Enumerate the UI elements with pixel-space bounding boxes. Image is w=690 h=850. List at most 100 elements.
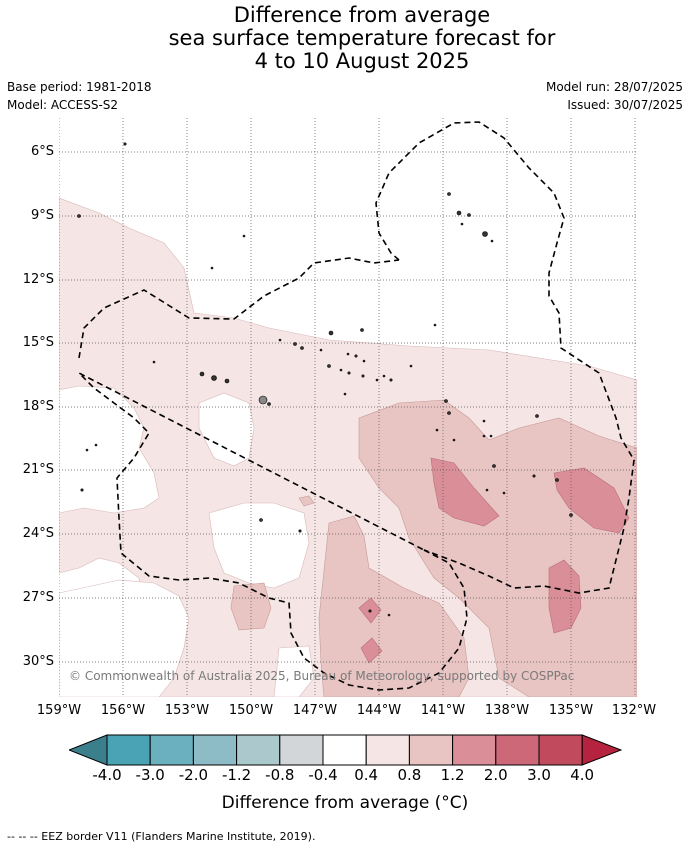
island [435, 428, 439, 432]
latitude-label: 27°S [22, 590, 54, 605]
latitude-label: 24°S [22, 526, 54, 541]
colorbar-tick-label: 3.0 [527, 766, 551, 784]
gridlines [59, 118, 637, 697]
longitude-label: 147°W [292, 703, 338, 718]
hole-west [59, 385, 160, 514]
longitude-label: 132°W [611, 703, 657, 718]
island [354, 354, 358, 358]
island [382, 374, 386, 378]
island [482, 419, 486, 423]
island [77, 214, 81, 218]
island [80, 488, 84, 492]
colorbar-segment [149, 734, 194, 766]
meta-left: Base period: 1981-2018 Model: ACCESS-S2 [7, 78, 152, 114]
map-title: Difference from average sea surface temp… [0, 4, 690, 73]
colorbar-extend-low [69, 734, 108, 766]
latitude-label: 12°S [22, 272, 54, 287]
island [490, 239, 494, 243]
latitude-label: 21°S [22, 462, 54, 477]
island [242, 234, 246, 238]
colorbar-segment [365, 734, 410, 766]
island [447, 411, 451, 415]
island [555, 478, 559, 482]
longitude-label: 135°W [548, 703, 594, 718]
contour-0.8-1.2-small [298, 495, 315, 507]
island [456, 210, 462, 216]
island [368, 609, 372, 613]
colorbar-segment [495, 734, 540, 766]
island [447, 192, 451, 196]
latitude-label: 6°S [30, 144, 54, 159]
island [258, 395, 268, 405]
issued-date: Issued: 30/07/2025 [567, 98, 683, 112]
colorbar-tick-label: -3.0 [135, 766, 165, 784]
hole-sw [59, 579, 190, 697]
colorbar-segment [408, 734, 454, 766]
island [360, 328, 364, 332]
copyright-notice: © Commonwealth of Australia 2025, Bureau… [69, 669, 575, 683]
sst-anomaly-map[interactable] [59, 118, 637, 697]
island [389, 378, 393, 382]
contour-1.2-2.0-a [430, 457, 500, 527]
colorbar-tick-label: -0.8 [265, 766, 295, 784]
colorbar-label: Difference from average (°C) [221, 793, 469, 813]
island [85, 448, 89, 452]
colorbar-extend-high [581, 734, 622, 766]
island [452, 438, 456, 442]
contour-1.2-2.0-e [360, 637, 383, 664]
island [362, 359, 366, 363]
island [211, 375, 217, 381]
island [346, 352, 350, 356]
map-canvas [59, 118, 637, 697]
island [467, 213, 471, 217]
island [94, 443, 98, 447]
eez-borders [78, 121, 635, 691]
hole-bottom [273, 645, 315, 697]
island [298, 529, 302, 533]
colorbar [69, 734, 622, 766]
colorbar-tick-label: -2.0 [178, 766, 209, 784]
colorbar-tick-label: -4.0 [92, 766, 122, 784]
island [267, 402, 271, 406]
longitude-label: 138°W [484, 703, 530, 718]
island [485, 488, 489, 492]
latitude-label: 18°S [22, 399, 54, 414]
longitude-label: 144°W [356, 703, 402, 718]
island [123, 142, 127, 146]
model-name: Model: ACCESS-S2 [7, 98, 119, 112]
island [375, 378, 379, 382]
latitude-label: 30°S [22, 654, 54, 669]
title-line-1: Difference from average [233, 3, 491, 27]
island [224, 378, 230, 384]
island [489, 434, 493, 438]
island [328, 330, 334, 336]
island [339, 368, 343, 372]
colorbar-segment [452, 734, 497, 766]
island [259, 518, 263, 522]
island [409, 364, 413, 368]
island [387, 613, 391, 617]
islands [77, 142, 573, 617]
island [319, 348, 323, 352]
island [502, 491, 506, 495]
colorbar-segment [192, 734, 238, 766]
model-run: Model run: 28/07/2025 [545, 80, 683, 94]
island [343, 392, 347, 396]
island [460, 222, 464, 226]
base-period: Base period: 1981-2018 [7, 80, 152, 94]
title-line-2: sea surface temperature forecast for [168, 26, 556, 50]
longitude-label: 156°W [100, 703, 146, 718]
colorbar-tick-label: 0.4 [354, 766, 379, 784]
longitude-label: 150°W [228, 703, 274, 718]
island [278, 338, 282, 342]
colorbar-tick-label: 4.0 [570, 766, 595, 784]
island [492, 464, 496, 468]
contour-1.2-2.0-c [548, 559, 582, 634]
latitude-label: 15°S [22, 335, 54, 350]
colorbar-tick-label: -1.2 [221, 766, 252, 784]
island [444, 399, 448, 403]
colorbar-segment [538, 734, 583, 766]
island [293, 342, 297, 346]
island [532, 474, 536, 478]
contour-1.2-2.0-b [553, 467, 630, 534]
